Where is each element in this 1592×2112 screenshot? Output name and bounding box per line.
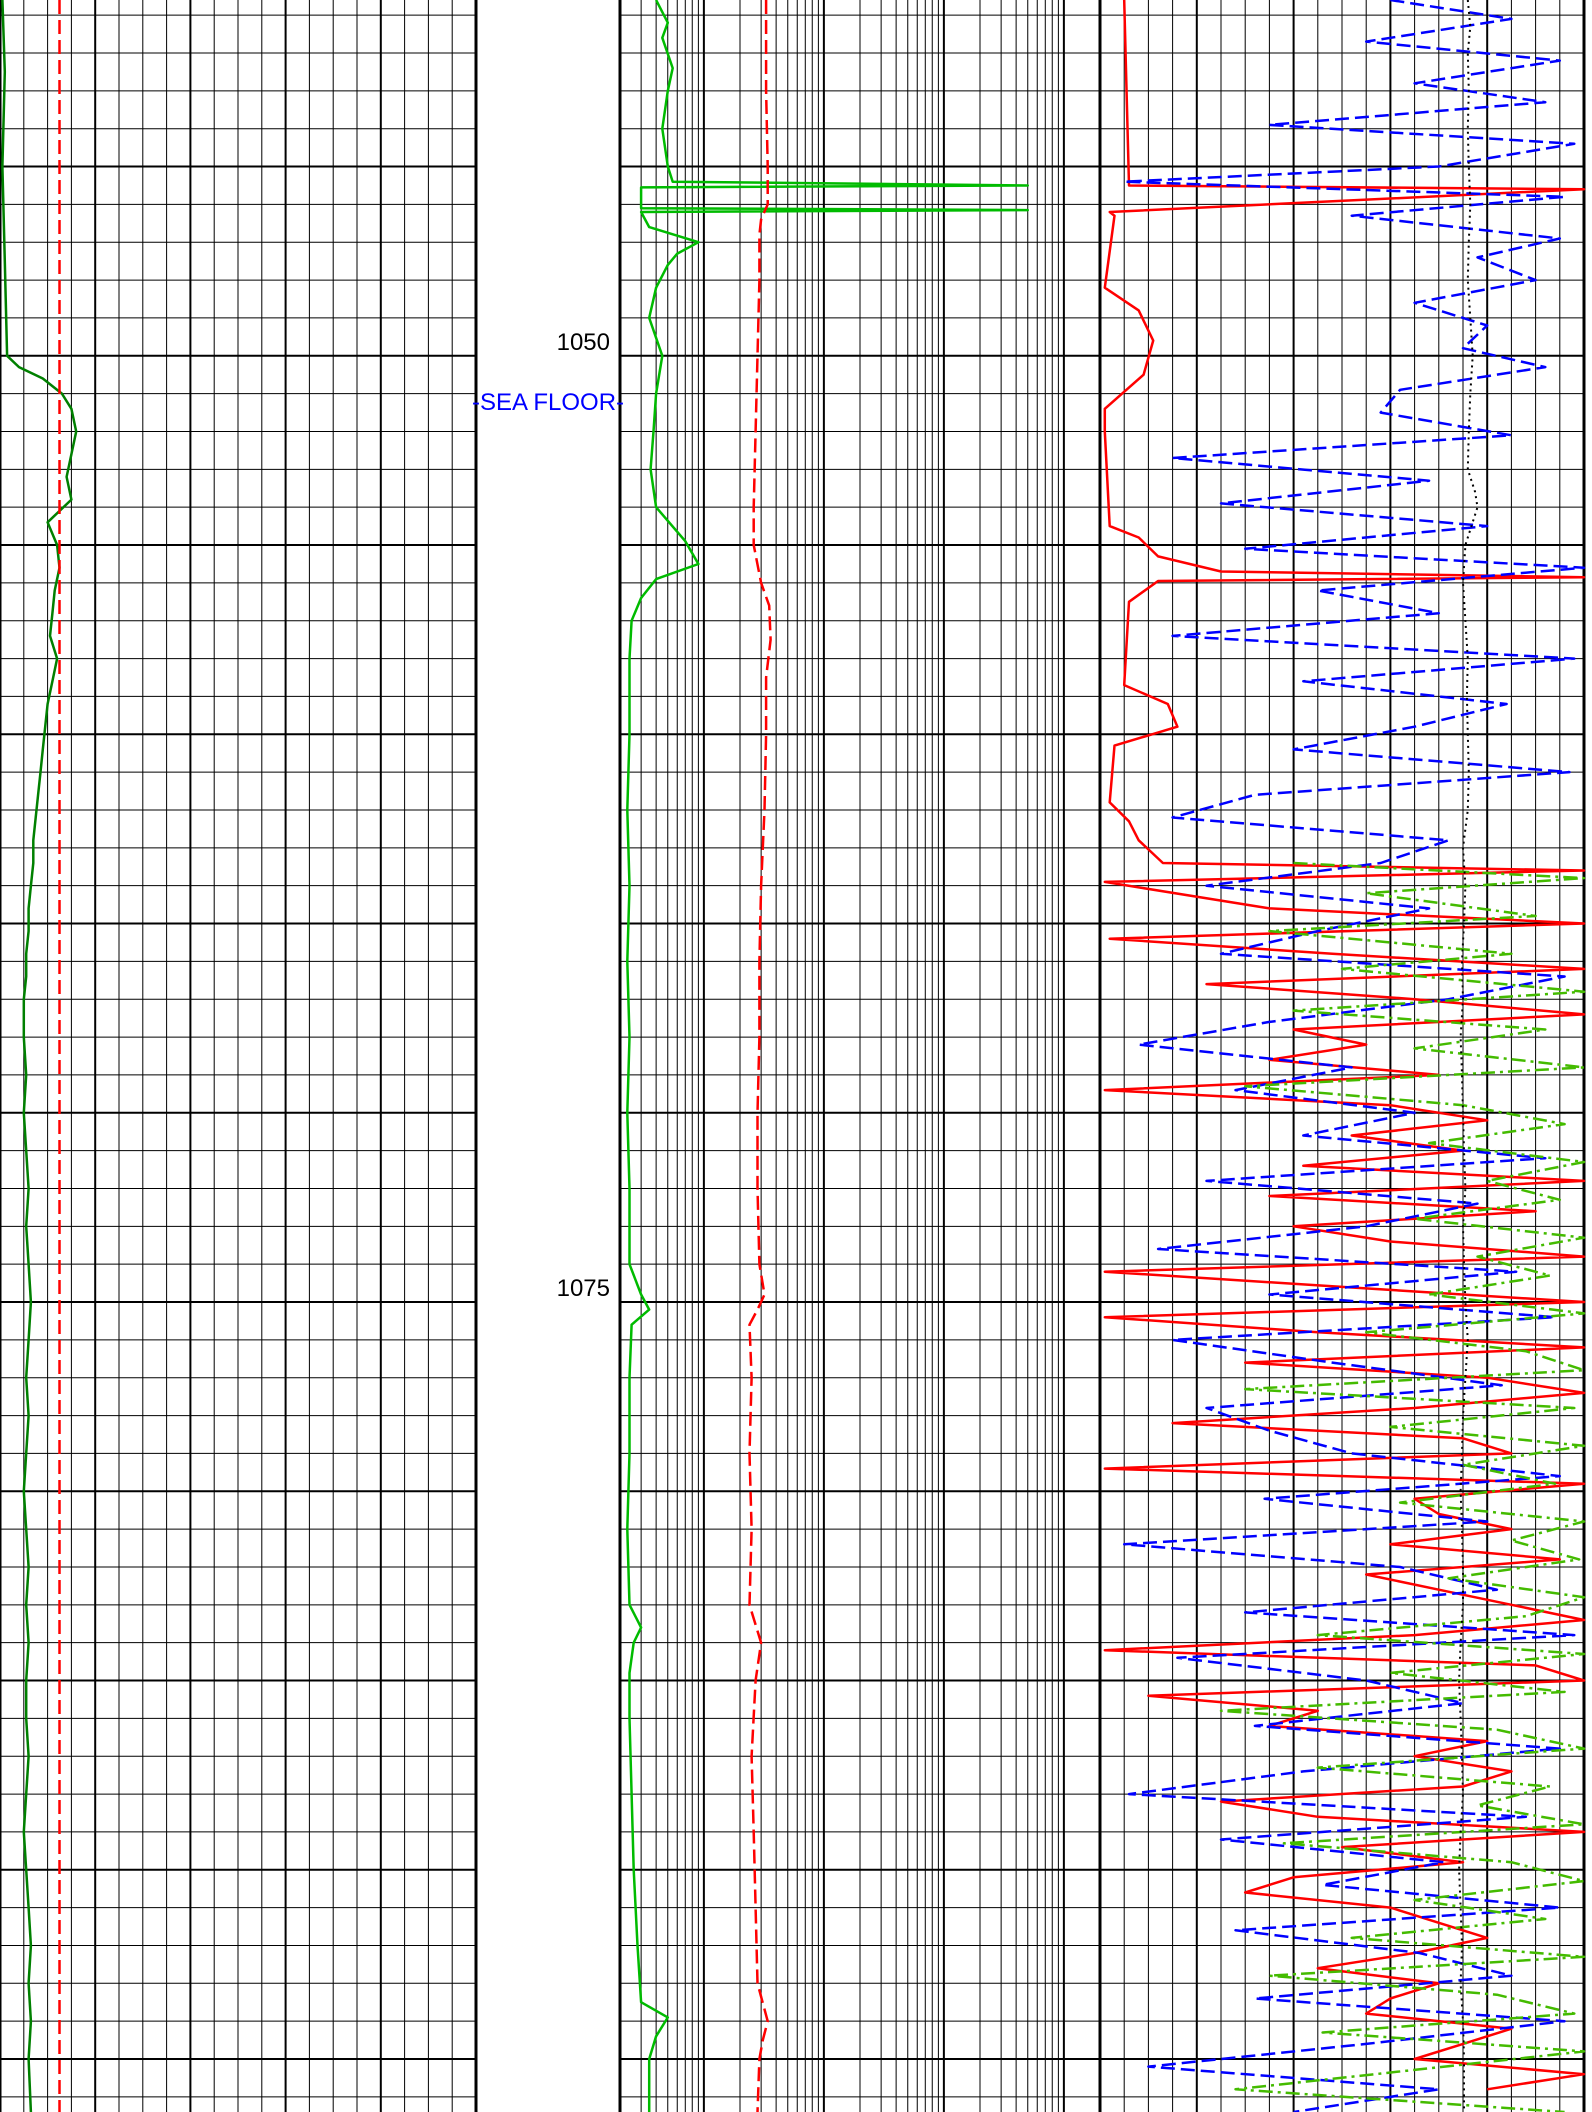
label-layer: 1050 1075 -SEA FLOOR- [472, 329, 624, 1302]
curve-track3-blue-dashed [1122, 0, 1586, 2112]
curve-track3-black-dotted [1458, 0, 1479, 2112]
curve-track3-red-solid [1103, 0, 1586, 2091]
depth-label: 1075 [557, 1275, 610, 1302]
depth-label: 1050 [557, 329, 610, 356]
curve-track2-green-solid [626, 0, 1030, 2112]
sea-floor-annotation: -SEA FLOOR- [472, 389, 624, 416]
curve-track3-green-dashdot [1219, 861, 1586, 2112]
curve-track2-red-dashed [748, 0, 772, 2112]
curve-track1-green-solid [1, 0, 78, 2112]
